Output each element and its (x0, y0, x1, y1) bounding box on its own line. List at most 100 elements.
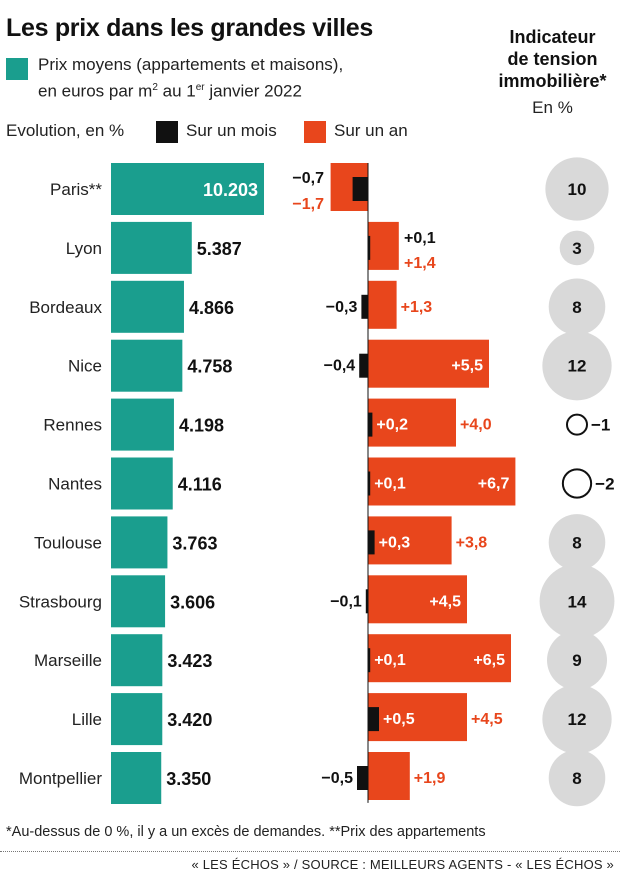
legend-prices-text-b: au 1 (157, 81, 196, 101)
legend-swatch-month (156, 121, 178, 143)
tension-bubble-nice (542, 331, 612, 401)
month-label-marseille: +0,1 (374, 652, 406, 669)
legend-prices-sup: 2 (152, 82, 158, 93)
year-bar-lille (368, 693, 467, 742)
tension-label-montpellier: 8 (572, 769, 581, 788)
city-label-nantes: Nantes (48, 475, 102, 494)
tension-bubble-marseille (547, 630, 607, 691)
price-bar-nice (111, 339, 183, 392)
legend-month-label: Sur un mois (186, 121, 277, 140)
year-bar-marseille (368, 634, 511, 683)
city-label-lyon: Lyon (66, 239, 102, 258)
month-bar-toulouse (368, 530, 375, 555)
year-label-rennes: +4,0 (460, 417, 492, 434)
price-label-nice: 4.758 (187, 357, 232, 377)
tension-label-nantes: −2 (595, 475, 614, 494)
price-bar-marseille (111, 634, 163, 687)
footnote: *Au-dessus de 0 %, il y a un excès de de… (6, 824, 486, 840)
month-label-toulouse: +0,3 (379, 534, 411, 551)
month-bar-montpellier (357, 766, 368, 790)
month-bar-bordeaux (361, 294, 368, 319)
year-bar-rennes (368, 398, 456, 447)
city-label-lille: Lille (72, 710, 102, 729)
price-label-lille: 3.420 (167, 710, 212, 730)
price-bar-montpellier (111, 752, 162, 804)
tension-bubble-toulouse (548, 514, 606, 571)
year-bar-strasbourg (368, 575, 467, 624)
month-label-lyon: +0,1 (404, 230, 436, 247)
year-bar-bordeaux (368, 280, 397, 329)
price-bar-lyon (111, 221, 192, 274)
legend-prices-sup2: er (195, 82, 205, 93)
year-bar-montpellier (368, 752, 410, 800)
legend-year-label: Sur un an (334, 121, 408, 140)
city-label-montpellier: Montpellier (19, 769, 102, 788)
city-label-bordeaux: Bordeaux (29, 298, 102, 317)
year-label-nantes: +6,7 (478, 476, 510, 493)
month-label-nice: −0,4 (324, 358, 356, 375)
month-bar-paris (352, 177, 368, 201)
tension-title-line2: de tension (507, 49, 598, 69)
tension-bubble-montpellier (548, 749, 606, 807)
legend-prices-line1: Prix moyens (appartements et maisons), (38, 55, 344, 74)
city-label-rennes: Rennes (43, 416, 102, 435)
tension-bubble-paris (545, 157, 609, 221)
chart-title: Les prix dans les grandes villes (6, 14, 373, 42)
price-bar-toulouse (111, 516, 168, 569)
price-label-paris: 10.203 (203, 180, 258, 200)
evolution-label: Evolution, en % (6, 121, 125, 140)
city-label-marseille: Marseille (34, 651, 102, 670)
tension-bubble-strasbourg (539, 563, 615, 639)
legend-swatch-prices (6, 58, 28, 80)
legend-prices-text-a: en euros par m (38, 81, 153, 101)
month-label-paris: −0,7 (292, 170, 324, 187)
month-bar-marseille (368, 648, 371, 673)
tension-title: Indicateur de tension immobilière* (490, 26, 615, 92)
tension-label-lyon: 3 (572, 239, 581, 258)
month-bar-rennes (368, 412, 373, 437)
price-label-toulouse: 3.763 (172, 533, 217, 553)
tension-label-rennes: −1 (591, 416, 610, 435)
legend-prices-line2: en euros par m2 au 1er janvier 2022 (38, 77, 302, 103)
month-bar-nantes (368, 471, 371, 496)
year-label-bordeaux: +1,3 (401, 299, 433, 316)
tension-label-nice: 12 (568, 357, 587, 376)
tension-label-paris: 10 (568, 180, 587, 199)
tension-bubble-lyon (559, 230, 595, 266)
month-bar-lyon (368, 235, 371, 260)
price-bar-rennes (111, 398, 174, 451)
price-bar-nantes (111, 457, 173, 510)
year-label-strasbourg: +4,5 (429, 593, 461, 610)
year-label-marseille: +6,5 (473, 652, 505, 669)
price-label-nantes: 4.116 (178, 475, 222, 495)
tension-label-bordeaux: 8 (572, 298, 581, 317)
month-label-rennes: +0,2 (376, 417, 408, 434)
legend-swatch-year (304, 121, 326, 143)
month-label-montpellier: −0,5 (321, 770, 353, 787)
price-label-marseille: 3.423 (167, 651, 212, 671)
year-bar-toulouse (368, 516, 452, 565)
legend-prices-text-c: janvier 2022 (204, 81, 302, 101)
price-bar-paris (111, 163, 264, 215)
tension-bubble-bordeaux (548, 278, 606, 336)
year-bar-lyon (368, 221, 399, 270)
price-bar-strasbourg (111, 575, 166, 628)
city-label-toulouse: Toulouse (34, 533, 102, 552)
source-credit: « LES ÉCHOS » / SOURCE : MEILLEURS AGENT… (191, 857, 614, 872)
year-label-paris: −1,7 (292, 196, 324, 213)
month-label-nantes: +0,1 (374, 476, 406, 493)
price-label-rennes: 4.198 (179, 416, 224, 436)
month-bar-lille (368, 707, 379, 732)
tension-bubble-nantes (561, 468, 593, 499)
tension-title-line1: Indicateur (509, 27, 596, 47)
price-label-lyon: 5.387 (197, 239, 242, 259)
divider (0, 851, 620, 852)
tension-bubble-lille (542, 684, 612, 754)
year-label-lille: +4,5 (471, 711, 503, 728)
city-label-strasbourg: Strasbourg (19, 592, 102, 611)
tension-label-toulouse: 8 (572, 533, 581, 552)
month-bar-strasbourg (365, 589, 368, 614)
month-bar-nice (359, 353, 368, 378)
city-label-nice: Nice (68, 357, 102, 376)
